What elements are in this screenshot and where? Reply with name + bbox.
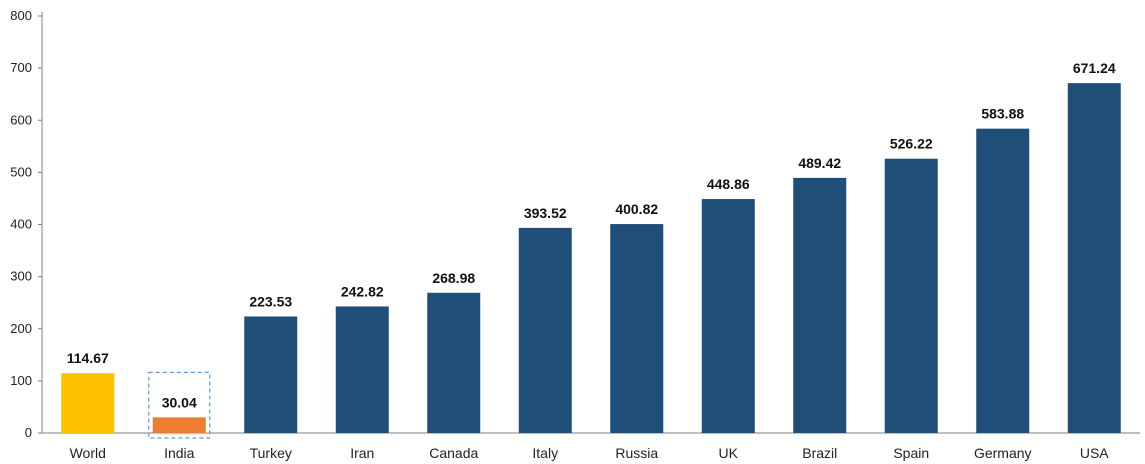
data-label: 583.88	[981, 106, 1024, 122]
data-label: 114.67	[67, 350, 109, 366]
y-tick-label: 0	[25, 425, 32, 440]
data-label: 393.52	[524, 205, 567, 221]
x-tick-label: Iran	[350, 445, 374, 461]
bar-spain	[884, 158, 938, 433]
x-tick-label: Canada	[429, 445, 478, 461]
bar-germany	[976, 128, 1030, 433]
bar-italy	[518, 227, 572, 433]
data-label: 242.82	[341, 283, 384, 299]
data-label: 30.04	[162, 394, 197, 410]
x-tick-label: UK	[719, 445, 739, 461]
x-tick-label: USA	[1080, 445, 1109, 461]
bar-turkey	[244, 316, 298, 433]
bar-canada	[427, 292, 481, 433]
bar-india	[152, 417, 206, 433]
x-tick-label: World	[70, 445, 106, 461]
y-tick-label: 300	[10, 269, 32, 284]
y-tick-label: 600	[10, 112, 32, 127]
data-label: 223.53	[249, 293, 292, 309]
x-tick-label: India	[164, 445, 195, 461]
y-tick-label: 100	[10, 373, 32, 388]
y-tick-label: 200	[10, 321, 32, 336]
y-axis: 0 100 200 300 400 500 600 700 800	[10, 8, 43, 440]
data-label: 448.86	[707, 176, 750, 192]
y-tick-label: 800	[10, 8, 32, 23]
data-label: 526.22	[890, 136, 933, 152]
y-tick-label: 400	[10, 217, 32, 232]
data-labels: 114.67 30.04 223.53 242.82 268.98 393.52 400.8…	[67, 60, 1116, 410]
x-tick-label: Germany	[974, 445, 1032, 461]
bars	[61, 83, 1121, 439]
data-label: 489.42	[798, 155, 841, 171]
data-label: 268.98	[432, 270, 475, 286]
x-tick-label: Turkey	[250, 445, 292, 461]
x-tick-label: Spain	[893, 445, 929, 461]
bar-russia	[610, 224, 664, 433]
highlight-box	[148, 371, 211, 439]
y-tick-label: 700	[10, 60, 32, 75]
y-tick-label: 500	[10, 164, 32, 179]
bar-iran	[335, 306, 389, 433]
x-tick-label: Brazil	[802, 445, 837, 461]
bar-usa	[1067, 83, 1121, 433]
bar-brazil	[793, 177, 847, 433]
data-label: 671.24	[1073, 60, 1116, 76]
x-axis: World India Turkey Iran Canada Italy Russia UK B…	[42, 432, 1140, 461]
bar-world	[61, 373, 115, 433]
x-tick-label: Russia	[615, 445, 658, 461]
bar-uk	[701, 199, 755, 433]
data-label: 400.82	[615, 201, 658, 217]
x-tick-label: Italy	[532, 445, 558, 461]
